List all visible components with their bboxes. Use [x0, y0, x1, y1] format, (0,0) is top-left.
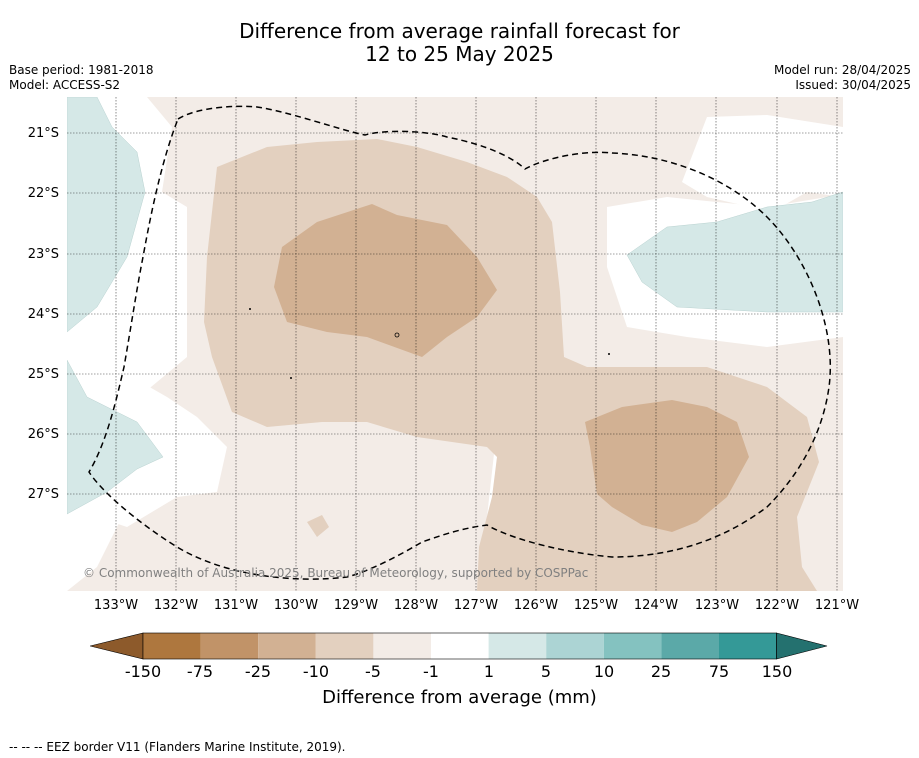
colorbar-box: [143, 633, 201, 659]
map-title-line1: Difference from average rainfall forecas…: [239, 19, 680, 43]
lon-label-126w: 126°W: [513, 598, 559, 613]
colorbar-box: [315, 633, 374, 659]
dry-medium-area-north: [274, 204, 497, 357]
colorbar-box: [373, 633, 431, 659]
lon-label-131w: 131°W: [213, 598, 259, 613]
lat-label-21s: 21°S: [27, 126, 59, 141]
dry-medium-area-south: [585, 400, 749, 532]
colorbar-tick: -25: [244, 662, 272, 681]
map-dot: [608, 353, 610, 355]
lon-label-122w: 122°W: [754, 598, 800, 613]
lon-label-128w: 128°W: [393, 598, 439, 613]
colorbar-tick: 10: [593, 662, 615, 681]
issued-date-text: Issued: 30/04/2025: [795, 78, 911, 92]
colorbar-tick: -150: [124, 662, 162, 681]
map-dot: [249, 308, 251, 310]
lat-label-22s: 22°S: [27, 186, 59, 201]
colorbar-tick: -10: [302, 662, 330, 681]
lon-label-127w: 127°W: [453, 598, 499, 613]
lon-label-124w: 124°W: [633, 598, 679, 613]
colorbar-tick: 5: [540, 662, 552, 681]
base-period-text: Base period: 1981-2018: [9, 63, 154, 77]
colorbar-low-extend: [90, 632, 144, 660]
colorbar: [90, 632, 828, 660]
lon-label-123w: 123°W: [694, 598, 740, 613]
colorbar-box: [488, 633, 547, 659]
colorbar-tick: -5: [365, 662, 381, 681]
colorbar-box: [431, 633, 489, 659]
map-title-line2: 12 to 25 May 2025: [365, 42, 554, 66]
wet-lightest-areas: [67, 97, 843, 515]
eez-legend-text: -- -- -- EEZ border V11 (Flanders Marine…: [9, 740, 346, 754]
colorbar-box: [546, 633, 604, 659]
eez-border: [88, 105, 831, 580]
colorbar-tick: 25: [650, 662, 672, 681]
map-dot: [394, 332, 400, 338]
colorbar-box: [719, 633, 777, 659]
lon-label-133w: 133°W: [93, 598, 139, 613]
colorbar-box: [200, 633, 259, 659]
colorbar-tick: -75: [186, 662, 214, 681]
colorbar-title: Difference from average (mm): [322, 687, 597, 708]
map-grid: [67, 97, 843, 591]
lon-label-125w: 125°W: [573, 598, 619, 613]
dry-patch: [307, 515, 329, 537]
colorbar-high-extend: [776, 632, 828, 660]
lat-label-27s: 27°S: [27, 487, 59, 502]
lat-label-25s: 25°S: [27, 367, 59, 382]
colorbar-box: [661, 633, 719, 659]
model-run-text: Model run: 28/04/2025: [773, 63, 911, 77]
colorbar-boxes: [143, 633, 777, 659]
lon-label-132w: 132°W: [153, 598, 199, 613]
colorbar-box: [258, 633, 316, 659]
colorbar-frame: [142, 632, 777, 660]
colorbar-box: [603, 633, 662, 659]
lat-label-24s: 24°S: [27, 307, 59, 322]
colorbar-tick: -1: [423, 662, 439, 681]
model-name-text: Model: ACCESS-S2: [9, 78, 121, 92]
lat-label-23s: 23°S: [27, 247, 59, 262]
colorbar-tick: 1: [483, 662, 495, 681]
lat-label-26s: 26°S: [27, 427, 59, 442]
colorbar-tick: 150: [761, 662, 793, 681]
lon-label-129w: 129°W: [333, 598, 379, 613]
lon-label-121w: 121°W: [814, 598, 860, 613]
lon-label-130w: 130°W: [273, 598, 319, 613]
copyright-text: © Commonwealth of Australia 2025, Bureau…: [83, 566, 589, 580]
rainfall-map: [67, 97, 843, 591]
map-dot: [290, 377, 292, 379]
colorbar-tick: 75: [708, 662, 730, 681]
